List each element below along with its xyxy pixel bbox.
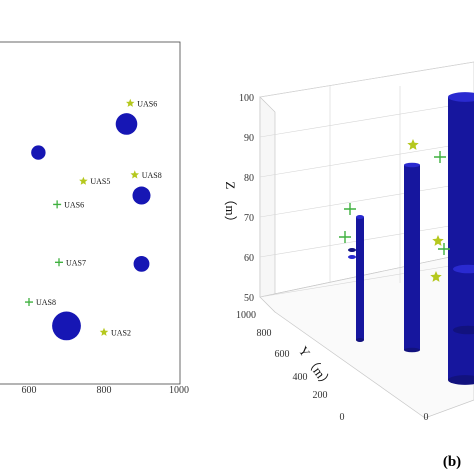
z-grid-line [259,141,474,178]
z-tick-label: 80 [244,173,254,184]
floor [259,251,474,419]
panel-b-uas-markers [339,139,450,282]
uas-plus-marker [25,298,33,307]
uas-plus-marker [344,203,356,215]
uas-label: UAS5 [90,177,110,186]
y-tick-label: 200 [313,390,328,401]
z-tick-label: 90 [244,133,254,144]
obstacle-cylinder [356,217,364,340]
z-tick-label: 70 [244,213,254,224]
z-grid-line [259,61,474,98]
z-grid-line [259,181,474,218]
uas-label: UAS7 [66,258,86,267]
y-tick-label: 600 [275,349,290,360]
z-grid-line [259,221,474,258]
uas-star-marker [407,139,419,150]
obstacle-circle [31,145,46,160]
panel-b-cylinders [348,92,474,385]
obstacle-circle [52,311,81,341]
uas-label: UAS6 [64,200,84,209]
obstacle-cylinder-top [404,162,420,168]
obstacle-cylinder-top [448,92,474,102]
left-wall [259,96,276,313]
panel-a-uas-markers: UAS6UAS5UAS1UAS5UAS8UAS6UAS7UAS8UAS2 [25,98,162,337]
panel-b-z-ticks: 50 60 70 80 90 100 [239,93,254,304]
obstacle-cylinder [448,97,474,380]
panel-a-frame [0,41,181,385]
obstacle-cylinder [404,165,420,350]
uas-star-marker [79,176,88,185]
z-tick-label: 50 [244,293,254,304]
x-tick-label: 800 [97,385,112,396]
obstacle-cylinder-base [348,248,356,252]
uas-plus-marker [55,258,63,267]
obstacle-cylinder-base [453,325,474,335]
z-axis-label: Z （m） [223,181,238,228]
panel-a-obstacles [31,113,151,341]
obstacle-circle [115,113,138,135]
obstacle-circle [133,255,150,272]
uas-label: UAS8 [36,298,56,307]
z-tick-label: 100 [239,93,254,104]
z-grid-line [259,101,474,138]
z-tick-label: 60 [244,253,254,264]
y-tick-label: 0 [340,412,345,423]
x-tick-label: 600 [22,385,37,396]
z-grid-line [259,261,474,298]
uas-label: UAS2 [111,328,131,337]
obstacle-cylinder [453,269,474,330]
uas-plus-marker [438,243,450,255]
uas-label: UAS8 [142,171,162,180]
uas-label: UAS6 [137,99,157,108]
uas-plus-marker [434,151,446,163]
y-tick-label: 800 [257,328,272,339]
y-tick-label: 400 [293,372,308,383]
panel-b-grid [259,61,474,298]
obstacle-cylinder-top [348,255,356,259]
panel-b-label: (b) [443,454,461,470]
uas-plus-marker [339,231,351,243]
obstacle-cylinder-base [356,338,364,342]
panel-b-box [259,61,474,419]
obstacle-cylinder-base [404,347,420,353]
panel-a-x-ticks: 600 800 1000 [22,385,190,396]
obstacle-circle [132,186,151,205]
uas-star-marker [99,327,109,336]
uas-plus-marker [53,200,62,209]
y-tick-label: 1000 [236,310,256,321]
obstacle-cylinder-top [356,215,364,219]
x-tick-label: 0 [424,412,429,423]
uas-star-marker [430,271,442,282]
obstacle-cylinder-base [448,375,474,385]
uas-star-marker [130,170,139,179]
uas-star-marker [126,98,135,107]
obstacle-cylinder-top [453,264,474,274]
x-tick-label: 1000 [169,385,189,396]
uas-star-marker [432,235,444,246]
